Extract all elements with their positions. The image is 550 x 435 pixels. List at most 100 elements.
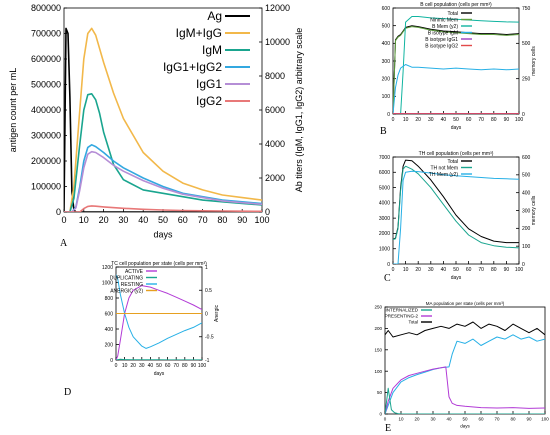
x-tick-label: 30 (430, 417, 436, 422)
y-tick-label: 3000 (379, 216, 390, 222)
x-axis-label: days (153, 229, 173, 239)
series-line-th-mem-y2- (393, 170, 519, 264)
y-tick-label: 0 (110, 358, 113, 364)
x-tick-label: 50 (462, 417, 468, 422)
y2-tick-label: 6000 (265, 105, 285, 115)
legend-label: DUPLICATING (110, 275, 143, 281)
legend-label: TH Mem (y2) (429, 172, 459, 178)
x-tick-label: 30 (428, 267, 434, 273)
series-line-presenting-2 (385, 366, 545, 414)
x-tick-label: 100 (541, 417, 549, 422)
legend-label: IgM (202, 43, 222, 57)
y2-axis-label: memory cells (531, 195, 537, 225)
y-tick-label: 300 (382, 59, 391, 65)
y-tick-label: 300000 (31, 131, 61, 141)
panel-d: TC cell population per state (cells per … (64, 261, 220, 398)
series-line-resting (116, 274, 202, 349)
y-tick-label: 600 (382, 6, 391, 12)
y-tick-label: 200 (105, 342, 114, 348)
y-tick-label: 250 (374, 305, 382, 310)
series-line-internalized (385, 387, 545, 414)
panel-label: D (64, 387, 71, 398)
x-tick-label: 10 (79, 215, 89, 225)
y-tick-label: 400000 (31, 105, 61, 115)
panel-label: B (380, 126, 387, 137)
series-line-total (393, 25, 519, 114)
series-line-igg1 (64, 150, 262, 212)
x-tick-label: 10 (122, 363, 128, 369)
y-tick-label: 150 (374, 347, 382, 352)
y2-tick-label: 8000 (265, 71, 285, 81)
legend-label: Ninmic Mem (430, 17, 458, 23)
y2-tick-label: 0.5 (205, 288, 212, 294)
y2-tick-label: 500 (522, 173, 531, 179)
x-tick-label: 50 (453, 117, 459, 123)
x-tick-label: 40 (441, 267, 447, 273)
series-line-igm (64, 93, 262, 212)
y2-axis-label: Ab titers (IgM, IgG1, IgG2) arbitrary sc… (294, 28, 304, 193)
series-group (393, 159, 519, 264)
x-tick-label: 0 (392, 117, 395, 123)
y2-tick-label: -0.5 (205, 335, 214, 341)
y-tick-label: 6000 (379, 170, 390, 176)
x-tick-label: 60 (466, 117, 472, 123)
legend-label: Total (447, 11, 458, 17)
x-tick-label: 100 (198, 363, 207, 369)
x-tick-label: 20 (130, 363, 136, 369)
x-tick-label: 0 (392, 267, 395, 273)
x-axis-label: days (451, 275, 462, 281)
legend-label: IgM+IgG (176, 26, 222, 40)
y2-tick-label: 12000 (265, 3, 290, 13)
x-tick-label: 90 (504, 267, 510, 273)
x-tick-label: 90 (526, 417, 532, 422)
x-tick-label: 40 (446, 417, 452, 422)
panel-label: A (60, 238, 68, 249)
y-tick-label: 800 (105, 296, 114, 302)
y-tick-label: 500000 (31, 80, 61, 90)
y-tick-label: 100 (382, 94, 391, 100)
y2-axis-label: Anergic (214, 305, 220, 322)
x-tick-label: 40 (148, 363, 154, 369)
plot-frame (63, 7, 263, 213)
x-tick-label: 80 (510, 417, 516, 422)
x-tick-label: 90 (191, 363, 197, 369)
x-tick-label: 100 (515, 267, 524, 273)
series-line-active (116, 285, 202, 360)
panel-a: 0 10 20 30 40 50 60 70 80 90 100days01000002000003… (8, 3, 304, 249)
x-tick-label: 40 (138, 215, 148, 225)
y-tick-label: 700000 (31, 29, 61, 39)
y-tick-label: 50 (377, 390, 383, 395)
series-line-ag (64, 27, 262, 212)
x-tick-label: 20 (415, 267, 421, 273)
x-tick-label: 60 (478, 417, 484, 422)
y-tick-label: 100000 (31, 182, 61, 192)
x-tick-label: 10 (398, 417, 404, 422)
y-tick-label: 0 (387, 262, 390, 268)
legend-label: IgG1 (196, 77, 222, 91)
x-tick-label: 90 (237, 215, 247, 225)
x-axis-label: days (460, 424, 470, 429)
x-tick-label: 20 (414, 417, 420, 422)
legend-label: IgG1+IgG2 (163, 60, 222, 74)
y2-tick-label: 100 (522, 244, 531, 250)
legend-label: RESTING (121, 282, 143, 288)
x-tick-label: 60 (165, 363, 171, 369)
series-line-igm-igg (64, 27, 262, 212)
x-tick-label: 70 (173, 363, 179, 369)
legend-label: ANERGIC (y2) (110, 288, 143, 294)
y-tick-label: 400 (382, 41, 391, 47)
x-tick-label: 30 (428, 117, 434, 123)
y2-tick-label: 500 (522, 41, 531, 47)
series-group (116, 274, 202, 360)
y-tick-label: 1000 (379, 246, 390, 252)
x-tick-label: 80 (217, 215, 227, 225)
x-tick-label: 100 (515, 117, 524, 123)
y-tick-label: 200 (374, 326, 382, 331)
legend-label: Total (408, 320, 418, 325)
x-tick-label: 20 (415, 117, 421, 123)
legend-label: ACTIVE (125, 269, 144, 275)
y2-tick-label: 200 (522, 226, 531, 232)
x-tick-label: 0 (61, 215, 66, 225)
y2-tick-label: 2000 (265, 173, 285, 183)
series-line-th-not-mem (393, 165, 519, 249)
